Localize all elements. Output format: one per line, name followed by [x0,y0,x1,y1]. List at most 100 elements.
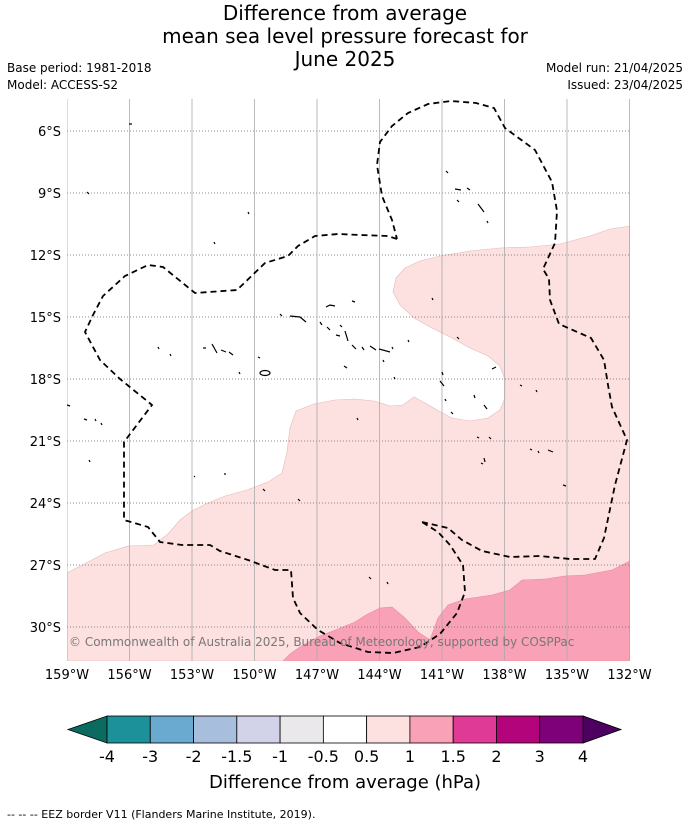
island [262,488,266,492]
latitude-label: 12°S [30,249,61,264]
island [444,398,447,402]
longitude-label: 156°W [107,668,151,683]
island [393,376,396,380]
island [486,220,489,224]
island [378,348,391,353]
title-line-1: Difference from average [222,1,468,25]
island [319,321,323,326]
issued-date: Issued: 23/04/2025 [567,78,683,92]
island [439,380,445,387]
island [454,188,462,191]
latitude-label: 27°S [30,559,61,574]
island [86,191,90,195]
longitude-label: 147°W [295,668,339,683]
island [535,389,538,393]
island [369,345,377,351]
colorbar-tick-label: 0.5 [354,747,379,766]
colorbar-tick-label: -4 [99,747,115,766]
colorbar-tick-label: 3 [535,747,545,766]
colorbar-tick-label: -3 [142,747,158,766]
island [94,418,97,422]
island [562,484,567,487]
eez-borders [83,100,628,654]
anomaly-region-1-1.5 [282,560,630,661]
island [456,199,460,203]
colorbar-segment [409,715,454,744]
island [83,418,88,421]
colorbar-segment [149,715,194,744]
island [259,369,271,377]
colorbar-tick-label: -0.5 [308,747,339,766]
colorbar-tick-label: 1.5 [440,747,465,766]
colorbar-segment [193,715,238,744]
island [407,339,410,343]
island [279,313,283,317]
meta-left: Base period: 1981-2018 Model: ACCESS-S2 [7,60,152,94]
island [382,359,385,363]
island [386,581,389,585]
island [220,349,227,353]
longitude-label: 132°W [607,668,651,683]
island [339,324,343,328]
island [477,203,485,213]
island [213,241,216,245]
island [476,436,480,439]
island [480,462,484,465]
island [169,353,172,357]
latitude-label: 30°S [30,621,61,636]
island [368,576,372,580]
colorbar-tick-label: -1 [272,747,288,766]
colorbar-low-extension [66,715,108,744]
island [228,351,234,356]
longitude-labels: 159°W 156°W 153°W 150°W 147°W 144°W 141°W 138°W… [45,668,652,683]
title-line-2: mean sea level pressure forecast for [162,24,528,48]
latitude-label: 24°S [30,497,61,512]
island [445,170,449,174]
island [537,450,540,454]
island [361,346,365,351]
longitude-label: 141°W [420,668,464,683]
island [466,187,471,191]
island [326,326,331,331]
footer-note: -- -- -- EEZ border V11 (Flanders Marine… [7,808,316,821]
latitude-label: 15°S [30,311,61,326]
islands [67,123,567,585]
longitude-label: 144°W [357,668,401,683]
island [289,315,307,323]
colorbar-segment [366,715,411,744]
colorbar-tick-label: -2 [186,747,202,766]
island [193,475,196,478]
island [547,449,554,453]
island [88,459,91,463]
eez-border-french-polynesia [83,233,466,654]
colorbar-tick-label: 4 [578,747,588,766]
colorbar-segment [452,715,497,744]
eez-border-east [376,100,628,560]
colorbar-title: Difference from average (hPa) [209,772,481,793]
colorbar: -4 -3 -2 -1.5 -1 -0.5 0.5 1 1.5 2 3 4 [66,715,623,766]
colorbar-high-extension [582,715,623,744]
model-run: Model run: 21/04/2025 [545,61,683,75]
island [351,300,356,303]
island [491,366,497,370]
island [100,422,103,426]
island [325,304,336,308]
island [67,404,71,407]
island [519,384,523,387]
longitude-label: 138°W [482,668,526,683]
latitude-label: 21°S [30,435,61,450]
island [473,394,476,399]
latitude-label: 6°S [38,125,61,140]
colorbar-tick-label: -1.5 [221,747,252,766]
colorbar-segment [539,715,584,744]
graticule [67,99,630,661]
longitude-label: 159°W [45,668,89,683]
island [431,297,434,301]
colorbar-segment [106,715,151,744]
map-title: Difference from average mean sea level p… [0,2,690,71]
latitude-label: 9°S [38,187,61,202]
island [391,346,394,350]
base-period: Base period: 1981-2018 [7,61,152,75]
island [356,417,359,421]
colorbar-segment [279,715,324,744]
